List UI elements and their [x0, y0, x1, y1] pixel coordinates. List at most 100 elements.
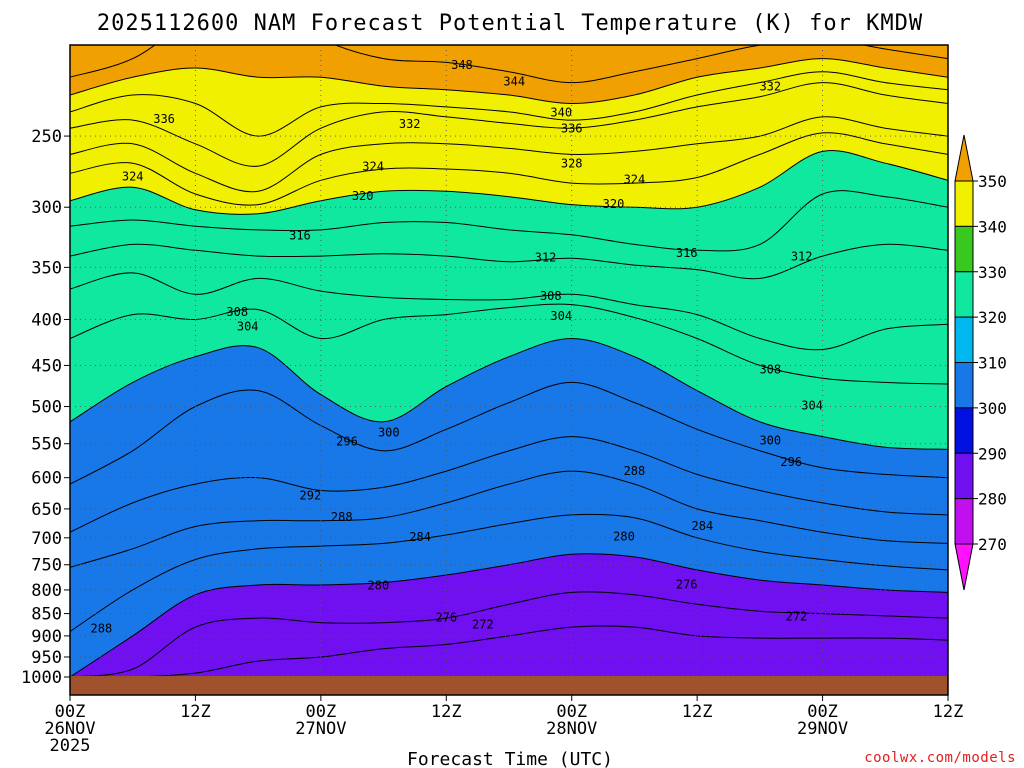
isentrope-fills: [70, 58, 948, 676]
isentrope-304: [70, 303, 948, 385]
colorbar-segment: [954, 225, 974, 273]
x-tick-label: 29NOV: [797, 719, 848, 739]
colorbar: 350 340 330 320 310 300 290 280 270: [954, 134, 1007, 591]
contour-label: 292: [300, 488, 322, 502]
contour-label-text: 340: [550, 105, 572, 119]
contour-label-text: 324: [624, 172, 646, 186]
contour-label: 312: [791, 250, 813, 264]
contour-label-text: 296: [780, 455, 802, 469]
x-tick-label: 12Z: [431, 702, 462, 722]
ground-below-surface: [70, 676, 948, 695]
contour-label: 328: [561, 157, 583, 171]
colorbar-segment: [954, 180, 974, 227]
contour-label: 304: [237, 320, 259, 334]
y-tick-label: 600: [31, 469, 62, 489]
contour-label-text: 308: [226, 305, 248, 319]
y-tick-label: 750: [31, 556, 62, 576]
contour-label-text: 324: [362, 160, 384, 174]
y-tick-label: 350: [31, 258, 62, 278]
contour-label-text: 292: [300, 488, 322, 502]
contour-label: 336: [153, 112, 175, 126]
contour-label: 284: [409, 530, 431, 544]
isentrope-292: [70, 436, 948, 533]
contour-label-text: 276: [435, 611, 457, 625]
contour-label: 296: [336, 434, 358, 448]
contour-label: 336: [561, 122, 583, 136]
x-tick-label: 00Z: [305, 702, 336, 722]
contour-label-text: 344: [503, 74, 525, 88]
contour-label: 284: [692, 519, 714, 533]
colorbar-label: 290: [978, 444, 1007, 463]
contour-label: 272: [472, 618, 494, 632]
x-tick-label: 12Z: [682, 702, 713, 722]
x-tick-label: 12Z: [933, 702, 964, 722]
isentrope-lines: [70, 45, 948, 676]
chart-title: 2025112600 NAM Forecast Potential Temper…: [97, 11, 923, 36]
contour-label-text: 316: [676, 246, 698, 260]
contour-label-text: 288: [331, 510, 353, 524]
contour-label-text: 320: [352, 189, 374, 203]
contour-label-text: 336: [153, 112, 175, 126]
isentrope-288: [70, 470, 948, 568]
colorbar-label: 350: [978, 172, 1007, 191]
isentrope-276: [78, 591, 948, 676]
x-tick-label: 00Z: [55, 702, 86, 722]
y-tick-label: 850: [31, 605, 62, 625]
contour-label-text: 308: [759, 362, 781, 376]
contour-label: 304: [801, 398, 823, 412]
contour-label: 316: [676, 246, 698, 260]
isentrope-312: [70, 243, 948, 280]
y-axis: 2503003504004505005506006507007508008509…: [21, 127, 70, 688]
y-tick-label: 800: [31, 581, 62, 601]
contour-label: 304: [550, 309, 572, 323]
isentrope-296: [70, 381, 948, 485]
isentrope-308: [70, 272, 948, 351]
isentrope-280: [70, 553, 948, 676]
contour-label-text: 276: [676, 578, 698, 592]
x-axis-label: Forecast Time (UTC): [407, 749, 613, 768]
contour-label: 276: [435, 611, 457, 625]
contour-label-text: 272: [472, 618, 494, 632]
contour-label: 288: [91, 622, 113, 636]
contour-label-text: 304: [550, 309, 572, 323]
y-tick-label: 500: [31, 398, 62, 418]
contour-label: 276: [676, 578, 698, 592]
isentrope-344: [70, 45, 948, 84]
colorbar-label: 330: [978, 263, 1007, 282]
contour-label-text: 332: [399, 117, 421, 131]
contour-label-text: 304: [801, 398, 823, 412]
isentrope-272: [147, 625, 948, 676]
contour-label: 320: [603, 197, 625, 211]
y-tick-label: 550: [31, 435, 62, 455]
colorbar-segment: [954, 407, 974, 454]
isentrope-336: [70, 71, 948, 137]
gridlines: [70, 45, 948, 678]
contour-label-text: 284: [409, 530, 431, 544]
contour-label: 312: [535, 251, 557, 265]
contour-label: 324: [122, 170, 144, 184]
y-tick-label: 900: [31, 627, 62, 647]
colorbar-segment: [954, 498, 974, 545]
isentrope-316: [70, 190, 948, 252]
isentrope-284: [70, 513, 948, 632]
contour-label-text: 308: [540, 289, 562, 303]
contour-labels: 348 344 340 336 336 332 332 328 324 324 324 320 320 3…: [91, 58, 823, 636]
y-tick-label: 450: [31, 356, 62, 376]
contour-label-text: 316: [289, 228, 311, 242]
plot-area: 348 344 340 336 336 332 332 328 324 324 324 320 320 3…: [69, 44, 949, 696]
contour-label: 324: [624, 172, 646, 186]
contour-label-text: 288: [624, 464, 646, 478]
y-tick-label: 950: [31, 648, 62, 668]
y-tick-label: 300: [31, 198, 62, 218]
isentrope-340: [70, 58, 948, 105]
x-tick-label: 00Z: [556, 702, 587, 722]
contour-label-text: 332: [759, 80, 781, 94]
contour-label: 280: [368, 579, 390, 593]
contour-label-text: 288: [91, 622, 113, 636]
x-tick-label: 00Z: [807, 702, 838, 722]
contour-label: 300: [378, 426, 400, 440]
colorbar-label: 300: [978, 399, 1007, 418]
colorbar-label: 310: [978, 354, 1007, 373]
credit-text: coolwx.com/models: [864, 750, 1016, 766]
